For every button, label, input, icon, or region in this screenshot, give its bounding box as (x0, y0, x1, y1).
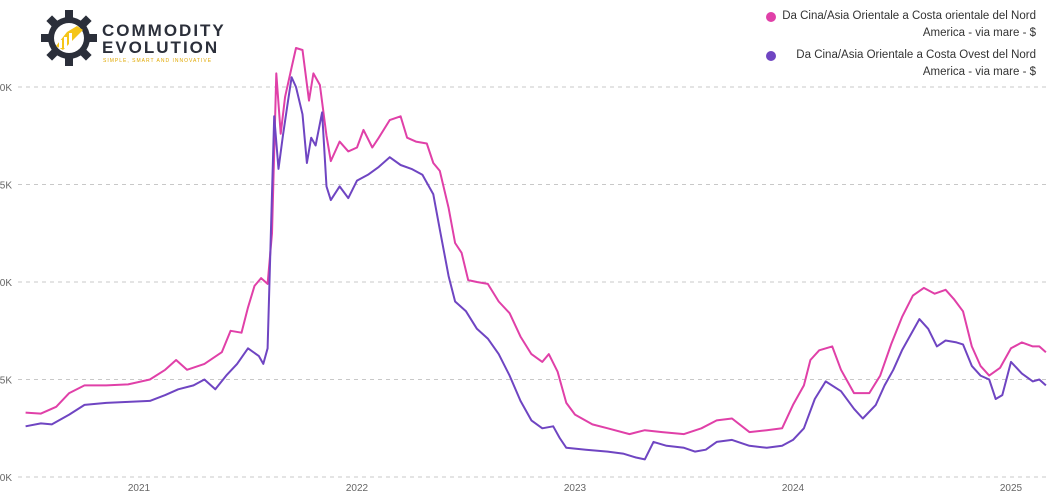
brand-logo: COMMODITY EVOLUTION SIMPLE, SMART AND IN… (40, 10, 240, 66)
chart-legend: Da Cina/Asia Orientale a Costa orientale… (766, 8, 1036, 86)
legend-item-series-2[interactable]: Da Cina/Asia Orientale a Costa Ovest del… (766, 47, 1036, 81)
y-tick-label: 0K (0, 473, 12, 484)
grid-lines (18, 86, 1046, 478)
y-tick-label: 5K (0, 376, 12, 387)
legend-dot-series-1 (766, 12, 776, 22)
y-axis: 0K 5K 10K 15K 20K (0, 83, 12, 484)
y-tick-label: 15K (0, 181, 12, 192)
legend-label-series-1: Da Cina/Asia Orientale a Costa orientale… (782, 10, 1036, 39)
gear-icon (41, 10, 97, 66)
legend-dot-series-2 (766, 51, 776, 61)
series-line-1[interactable] (25, 47, 1047, 436)
x-tick-label: 2022 (346, 483, 369, 494)
x-tick-label: 2023 (564, 483, 587, 494)
x-axis: 2021 2022 2023 2024 2025 (128, 483, 1023, 494)
y-tick-label: 10K (0, 278, 12, 289)
series-line-2[interactable] (25, 76, 1047, 461)
x-tick-label: 2024 (782, 483, 805, 494)
series-group (25, 47, 1047, 461)
x-tick-label: 2025 (1000, 483, 1023, 494)
brand-line-2: EVOLUTION (102, 38, 220, 57)
brand-line-1: COMMODITY (102, 21, 226, 40)
legend-item-series-1[interactable]: Da Cina/Asia Orientale a Costa orientale… (766, 8, 1036, 42)
y-tick-label: 20K (0, 83, 12, 94)
brand-tagline: SIMPLE, SMART AND INNOVATIVE (103, 58, 213, 64)
x-tick-label: 2021 (128, 483, 151, 494)
legend-label-series-2: Da Cina/Asia Orientale a Costa Ovest del… (796, 49, 1036, 78)
